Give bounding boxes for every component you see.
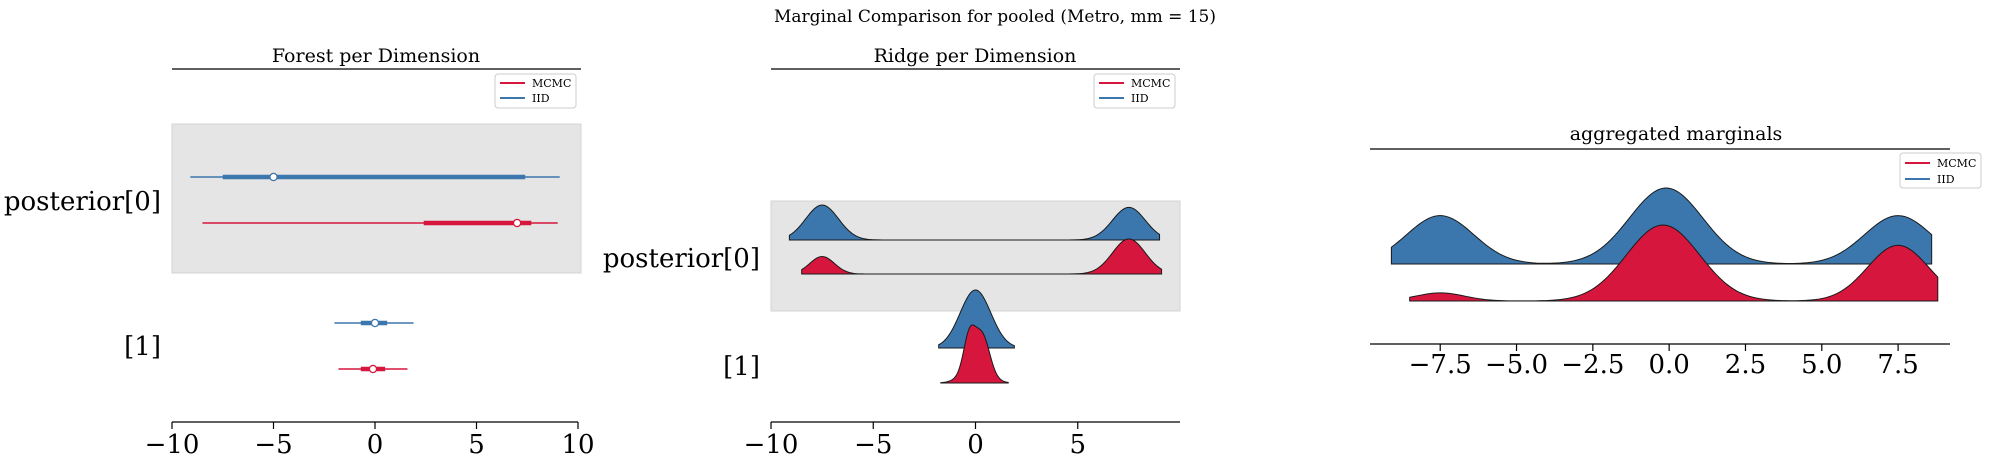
ridge-marks <box>788 204 1163 384</box>
density-ridge-mcmc <box>1409 224 1939 302</box>
x-axis-ticks: −7.5 −5.0 −2.5 0.0 2.5 5.0 7.5 <box>1409 344 1919 380</box>
panel-forest: Forest per Dimension posterior[0] [1] −1… <box>4 45 595 460</box>
x-tick-label: 0 <box>367 430 384 460</box>
median-marker-mcmc <box>368 364 378 374</box>
y-label-posterior-0: posterior[0] <box>603 244 760 274</box>
panel-aggregated: aggregated marginals −7.5 −5.0 −2.5 0.0 2.5 5… <box>1370 123 1982 380</box>
forest-marks <box>190 172 560 374</box>
x-tick-label: −5 <box>854 430 892 460</box>
x-tick-label: 2.5 <box>1725 350 1766 380</box>
median-marker-iid <box>370 318 380 328</box>
density-ridge-mcmc <box>940 324 1009 384</box>
x-tick-label: −2.5 <box>1561 350 1624 380</box>
panel-title: Ridge per Dimension <box>874 45 1077 67</box>
x-tick-label: −5 <box>254 430 292 460</box>
x-tick-label: −7.5 <box>1409 350 1472 380</box>
x-tick-label: 5 <box>468 430 485 460</box>
x-tick-label: 5.0 <box>1801 350 1842 380</box>
x-tick-label: 10 <box>561 430 594 460</box>
x-axis-ticks: −10 −5 0 5 <box>744 422 1086 460</box>
median-marker-iid <box>269 172 278 182</box>
legend-label-mcmc: MCMC <box>532 77 571 90</box>
panel-ridge: Ridge per Dimension posterior[0] [1] −10… <box>603 45 1181 460</box>
median-marker-mcmc <box>512 218 522 228</box>
legend-label-mcmc: MCMC <box>1131 77 1170 90</box>
y-label-1: [1] <box>124 332 161 362</box>
y-label-1: [1] <box>723 352 760 382</box>
legend: MCMC IID <box>1899 152 1982 189</box>
legend-label-mcmc: MCMC <box>1937 157 1976 170</box>
figure-suptitle: Marginal Comparison for pooled (Metro, m… <box>774 7 1216 27</box>
x-tick-label: −10 <box>145 430 200 460</box>
density-ridge-iid <box>938 289 1015 349</box>
legend-label-iid: IID <box>532 92 550 105</box>
x-axis-ticks: −10 −5 0 5 10 <box>145 422 595 460</box>
panel-title: Forest per Dimension <box>272 45 480 67</box>
density-ridge-iid <box>788 204 1161 241</box>
x-tick-label: 0.0 <box>1648 350 1689 380</box>
legend-label-iid: IID <box>1937 173 1955 186</box>
ridge-marks <box>1390 187 1939 302</box>
density-ridge-mcmc <box>801 238 1163 275</box>
x-tick-label: −10 <box>744 430 799 460</box>
legend-label-iid: IID <box>1131 92 1149 105</box>
panel-title: aggregated marginals <box>1570 123 1783 145</box>
y-label-posterior-0: posterior[0] <box>4 187 161 217</box>
x-tick-label: 7.5 <box>1877 350 1918 380</box>
legend: MCMC IID <box>494 73 577 109</box>
x-tick-label: −5.0 <box>1485 350 1548 380</box>
legend: MCMC IID <box>1093 73 1176 109</box>
x-tick-label: 5 <box>1069 430 1086 460</box>
highlight-band <box>171 123 582 274</box>
x-tick-label: 0 <box>967 430 984 460</box>
